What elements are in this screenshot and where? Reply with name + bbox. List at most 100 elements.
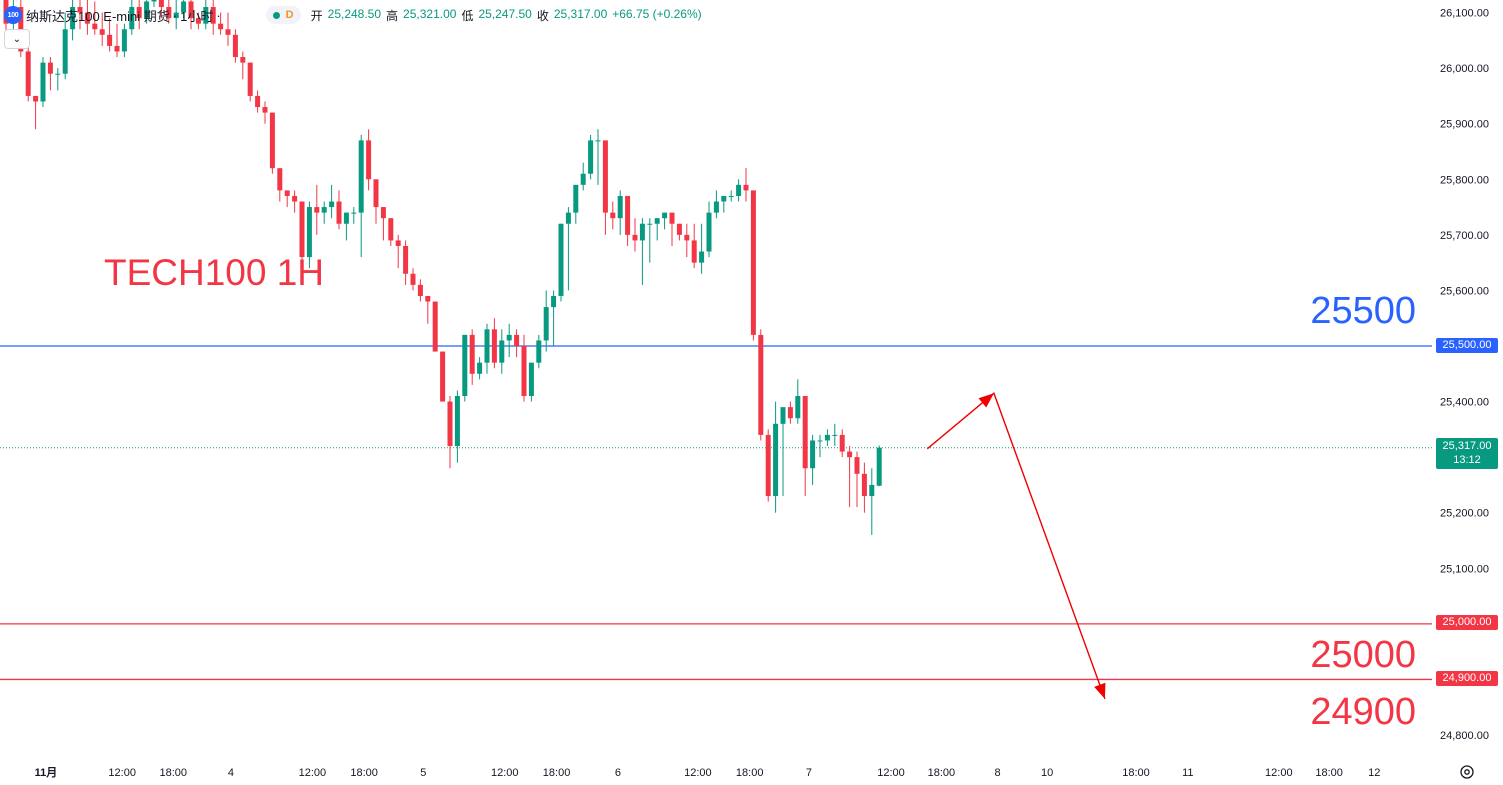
candle-body: [203, 7, 209, 24]
candle-body: [262, 107, 268, 113]
current-price-value: 25,317.00: [1442, 440, 1492, 452]
candle: [854, 451, 860, 508]
price-tick-label: 25,600.00: [1440, 285, 1489, 297]
time-tick-label: 12:00: [877, 767, 905, 779]
candle: [269, 112, 275, 174]
candle-body: [195, 18, 201, 24]
candle-body: [314, 207, 320, 213]
candle: [107, 18, 113, 52]
candle: [728, 190, 734, 202]
candle-body: [462, 334, 468, 397]
candle: [787, 401, 793, 424]
candle-body: [425, 295, 431, 302]
candle: [573, 184, 579, 224]
candle: [55, 68, 61, 91]
candle: [617, 190, 623, 235]
time-tick-label: 12:00: [491, 767, 519, 779]
candle-body: [484, 329, 490, 363]
candle: [255, 90, 261, 113]
candle-body: [580, 173, 586, 185]
candle: [136, 0, 142, 30]
candle: [292, 190, 298, 213]
candle-body: [676, 223, 682, 235]
candle-body: [514, 334, 520, 346]
candle-body: [773, 423, 779, 497]
candle: [432, 301, 438, 352]
price-tick-label: 26,100.00: [1440, 8, 1489, 20]
candle: [551, 290, 557, 346]
arrow-head-down-icon: [1094, 682, 1106, 699]
candle: [625, 195, 631, 246]
candle: [144, 0, 150, 24]
candle-body: [158, 0, 164, 8]
candle-body: [454, 396, 460, 447]
candle: [876, 445, 882, 487]
interval-label[interactable]: 1小时: [180, 8, 214, 24]
candle: [558, 223, 564, 302]
candle: [743, 168, 749, 202]
candle: [565, 207, 571, 291]
candle-body: [625, 195, 631, 235]
candle-body: [506, 334, 512, 341]
candle: [99, 12, 105, 46]
candle: [358, 134, 364, 258]
high-label: 高: [386, 8, 399, 23]
candle-body: [380, 207, 386, 219]
candle-body: [70, 7, 76, 30]
candle-body: [358, 140, 364, 213]
level-text-25500: 25500: [1310, 290, 1416, 332]
candle-body: [728, 195, 734, 197]
candle: [173, 0, 179, 30]
candle: [713, 190, 719, 219]
candle-body: [306, 207, 312, 258]
candle-body: [166, 7, 172, 19]
candle: [861, 462, 867, 513]
candle: [869, 468, 875, 535]
price-label-24900: 24,900.00: [1436, 671, 1498, 686]
candle: [129, 0, 135, 35]
candle-body: [284, 190, 290, 196]
time-tick-label: 7: [806, 767, 812, 779]
current-price-label: 25,317.00 13:12: [1436, 438, 1498, 469]
candle: [203, 0, 209, 30]
settings-gear-icon[interactable]: [1458, 763, 1476, 781]
candle: [676, 223, 682, 241]
price-tick-label: 25,100.00: [1440, 563, 1489, 575]
candle: [329, 184, 335, 219]
candle: [225, 12, 231, 46]
price-axis: 26,100.00 26,000.00 25,900.00 25,800.00 25,7…: [1440, 8, 1489, 742]
market-status-pill[interactable]: D: [265, 6, 301, 24]
candle-body: [632, 234, 638, 241]
candle-body: [713, 201, 719, 213]
symbol-name[interactable]: 纳斯达克100 E-mini 期货: [26, 8, 170, 24]
candle-body: [417, 284, 423, 296]
candle: [47, 57, 53, 91]
candle: [77, 0, 83, 30]
candle: [440, 351, 446, 402]
low-label: 低: [461, 8, 474, 23]
candle: [447, 396, 453, 469]
candle-body: [847, 451, 853, 458]
candle-body: [736, 184, 742, 196]
candle-body: [410, 273, 416, 285]
candle-body: [699, 251, 705, 263]
time-tick-label: 18:00: [543, 767, 571, 779]
candle: [639, 218, 645, 285]
time-tick-label: 12:00: [108, 767, 136, 779]
candle: [595, 129, 601, 185]
candle: [232, 29, 238, 63]
candle: [462, 334, 468, 402]
price-tick-label: 26,000.00: [1440, 63, 1489, 75]
candle-body: [343, 212, 349, 224]
candle: [610, 201, 616, 230]
time-tick-label: 12:00: [1265, 767, 1293, 779]
candle: [277, 168, 283, 202]
collapse-legend-button[interactable]: ⌄: [4, 29, 30, 49]
candle-body: [99, 29, 105, 35]
candle-body: [173, 12, 179, 19]
candle-body: [839, 434, 845, 452]
candle: [299, 201, 305, 263]
candle-body: [654, 218, 660, 224]
candle: [351, 207, 357, 224]
